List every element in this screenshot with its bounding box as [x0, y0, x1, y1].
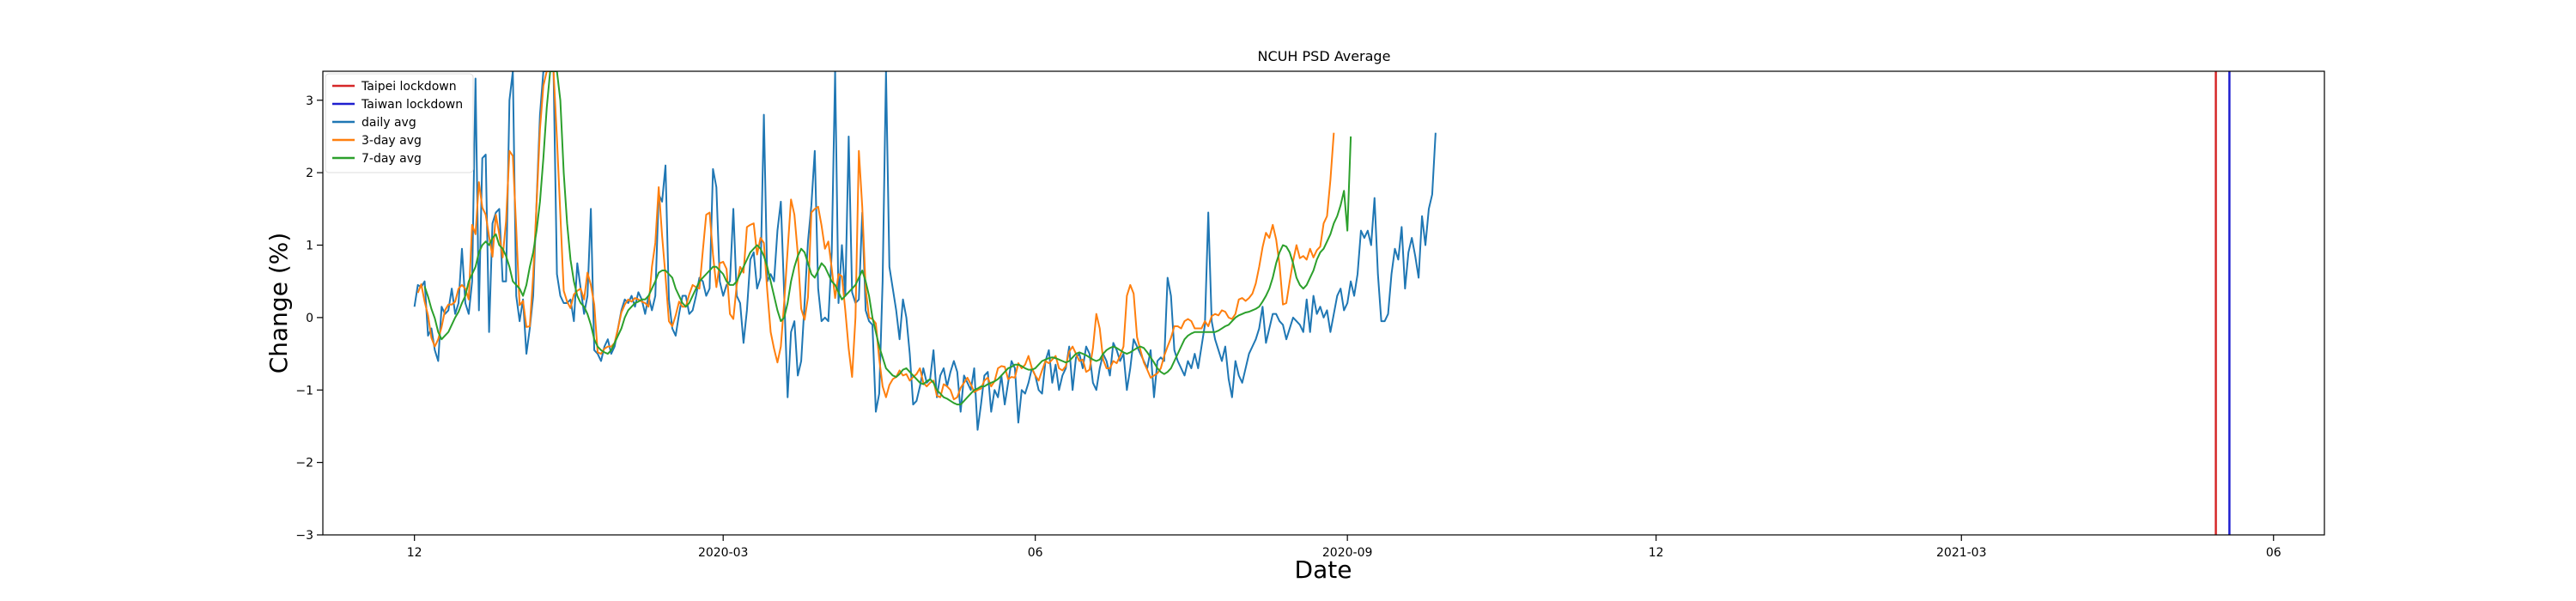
series-line-daily-avg — [413, 71, 1437, 431]
y-tick-label: 0 — [306, 312, 313, 325]
legend-label: Taiwan lockdown — [361, 98, 463, 112]
y-axis-title: Change (%) — [264, 233, 293, 374]
x-axis-title: Date — [1295, 555, 1352, 584]
x-axis: 12 2020-03 06 2020-09 12 2021-03 06 — [407, 535, 2281, 560]
series-layer — [413, 71, 1437, 431]
x-tick-label: 2020-03 — [698, 546, 749, 560]
y-tick-label: −3 — [295, 529, 313, 543]
legend: Taipei lockdown Taiwan lockdown daily avg 3… — [325, 73, 474, 173]
legend-label: Taipei lockdown — [361, 80, 457, 94]
y-tick-label: 2 — [306, 167, 313, 180]
legend-label: daily avg — [361, 116, 416, 130]
legend-label: 7-day avg — [361, 152, 422, 166]
y-tick-label: −2 — [295, 457, 313, 470]
x-tick-label: 06 — [1028, 546, 1043, 560]
y-axis: −3 −2 −1 0 1 2 3 — [295, 94, 323, 543]
y-tick-label: 3 — [306, 94, 313, 108]
series-line-3-day-avg — [416, 71, 1335, 401]
plot-area-frame — [322, 70, 2325, 536]
x-tick-label: 2020-09 — [1322, 546, 1373, 560]
chart-title: NCUH PSD Average — [1258, 48, 1391, 64]
legend-box — [325, 73, 474, 173]
x-tick-label: 06 — [2266, 546, 2281, 560]
y-tick-label: −1 — [295, 384, 313, 398]
legend-label: 3-day avg — [361, 134, 422, 148]
lockdown-lines — [2215, 71, 2231, 535]
x-tick-label: 12 — [1649, 546, 1664, 560]
y-tick-label: 1 — [306, 240, 313, 253]
x-tick-label: 12 — [407, 546, 422, 560]
x-tick-label: 2021-03 — [1936, 546, 1987, 560]
series-line-7-day-avg — [423, 71, 1352, 406]
